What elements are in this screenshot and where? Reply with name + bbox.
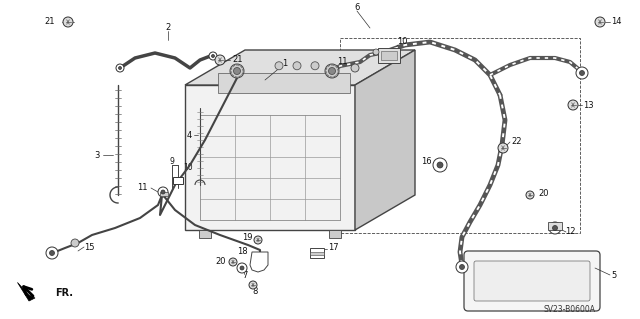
Circle shape: [46, 247, 58, 259]
Circle shape: [325, 64, 339, 78]
Circle shape: [254, 236, 262, 244]
Circle shape: [437, 162, 443, 168]
Text: 5: 5: [611, 271, 616, 279]
Polygon shape: [355, 50, 415, 230]
Circle shape: [433, 158, 447, 172]
Text: 7: 7: [243, 271, 248, 279]
Circle shape: [161, 190, 165, 194]
Circle shape: [240, 266, 244, 270]
Bar: [548, 222, 562, 230]
Text: 1: 1: [282, 58, 287, 68]
Polygon shape: [218, 73, 350, 93]
Text: 19: 19: [243, 233, 253, 241]
Text: 21: 21: [232, 56, 243, 64]
FancyBboxPatch shape: [474, 261, 590, 301]
Polygon shape: [17, 282, 35, 301]
Bar: [310, 252, 324, 255]
Text: 20: 20: [216, 257, 226, 266]
Circle shape: [215, 55, 225, 65]
Text: 13: 13: [583, 100, 594, 109]
Polygon shape: [185, 50, 415, 85]
Circle shape: [275, 62, 283, 70]
Bar: [199, 230, 211, 238]
Text: 8: 8: [252, 287, 258, 296]
Circle shape: [328, 68, 335, 75]
Text: 3: 3: [95, 151, 100, 160]
Bar: [185, 85, 355, 230]
Circle shape: [230, 64, 244, 78]
Polygon shape: [250, 252, 268, 272]
Text: 2: 2: [165, 24, 171, 33]
Text: 17: 17: [328, 243, 339, 253]
Circle shape: [456, 261, 468, 273]
Text: 4: 4: [187, 130, 192, 139]
Bar: [160, 192, 168, 196]
Circle shape: [211, 55, 214, 57]
Text: 9: 9: [170, 157, 175, 166]
Text: 18: 18: [237, 248, 248, 256]
Circle shape: [209, 52, 217, 60]
Circle shape: [579, 70, 584, 76]
Circle shape: [460, 264, 465, 270]
Text: 20: 20: [538, 189, 548, 197]
Circle shape: [118, 66, 122, 70]
Text: 11: 11: [337, 57, 348, 66]
Text: 10: 10: [183, 164, 193, 173]
Bar: [173, 176, 183, 183]
Circle shape: [237, 263, 247, 273]
Text: 22: 22: [511, 137, 522, 146]
Circle shape: [158, 187, 168, 197]
Bar: [310, 248, 324, 258]
Text: 12: 12: [565, 227, 575, 236]
Bar: [329, 230, 341, 238]
Circle shape: [595, 17, 605, 27]
FancyBboxPatch shape: [464, 251, 600, 311]
Circle shape: [568, 100, 578, 110]
Circle shape: [234, 68, 241, 75]
Circle shape: [249, 281, 257, 289]
Circle shape: [116, 64, 124, 72]
Bar: [378, 48, 400, 63]
Circle shape: [549, 222, 561, 234]
Circle shape: [373, 49, 379, 55]
Text: 16: 16: [421, 158, 432, 167]
Circle shape: [49, 250, 54, 256]
Circle shape: [526, 191, 534, 199]
Circle shape: [576, 67, 588, 79]
Text: 15: 15: [84, 242, 95, 251]
Circle shape: [293, 62, 301, 70]
Circle shape: [229, 258, 237, 266]
Text: 10: 10: [397, 38, 407, 47]
Text: 6: 6: [355, 4, 360, 12]
Bar: [381, 51, 397, 60]
Bar: [340, 38, 580, 233]
Circle shape: [71, 239, 79, 247]
Circle shape: [63, 17, 73, 27]
Circle shape: [351, 64, 359, 72]
Circle shape: [552, 226, 557, 231]
Text: 21: 21: [45, 18, 55, 26]
Circle shape: [498, 143, 508, 153]
Text: FR.: FR.: [55, 288, 73, 298]
Text: 14: 14: [611, 18, 621, 26]
Text: 11: 11: [138, 183, 148, 192]
Text: SV23-B0600A: SV23-B0600A: [544, 306, 596, 315]
Circle shape: [311, 62, 319, 70]
